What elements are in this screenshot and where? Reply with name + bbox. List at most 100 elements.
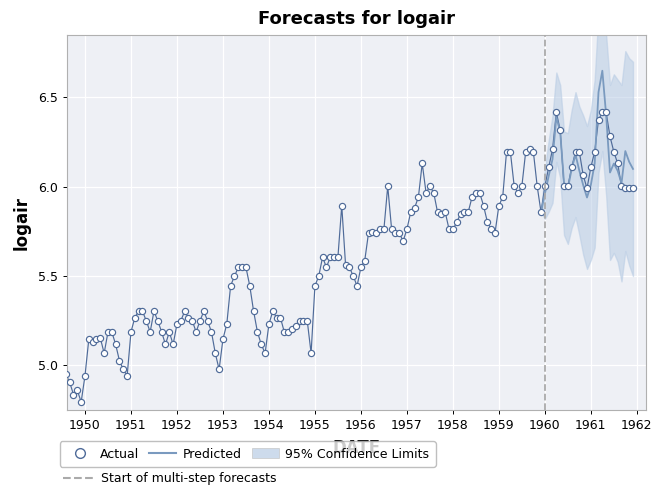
Point bbox=[581, 184, 592, 192]
Point bbox=[505, 148, 515, 156]
Point bbox=[589, 148, 600, 156]
Point bbox=[547, 146, 558, 154]
Point bbox=[513, 189, 523, 197]
Point bbox=[306, 349, 316, 357]
Point bbox=[129, 314, 140, 322]
Point bbox=[168, 340, 178, 348]
Point bbox=[520, 148, 531, 156]
Point bbox=[225, 282, 236, 290]
Point bbox=[574, 148, 585, 156]
Point bbox=[183, 314, 194, 322]
Point bbox=[363, 228, 374, 236]
Point bbox=[91, 335, 102, 343]
Point bbox=[528, 148, 539, 156]
Point bbox=[344, 264, 355, 272]
Point bbox=[240, 264, 251, 272]
Point bbox=[620, 184, 631, 192]
Point bbox=[517, 182, 527, 190]
Point bbox=[444, 226, 454, 234]
Point bbox=[279, 328, 290, 336]
Point bbox=[474, 189, 485, 197]
Point bbox=[378, 226, 389, 234]
Point bbox=[65, 378, 75, 386]
Point bbox=[386, 225, 397, 233]
Point bbox=[413, 193, 424, 201]
Point bbox=[535, 208, 546, 216]
Point bbox=[202, 317, 213, 325]
Point bbox=[524, 146, 535, 154]
Point bbox=[111, 340, 121, 348]
Point bbox=[356, 264, 366, 272]
Point bbox=[601, 108, 611, 116]
Point bbox=[314, 272, 324, 280]
Point bbox=[609, 148, 619, 156]
Point bbox=[175, 317, 186, 325]
Point bbox=[329, 253, 340, 261]
Point bbox=[198, 307, 209, 316]
Point bbox=[68, 390, 79, 398]
Point bbox=[206, 328, 217, 336]
Point bbox=[95, 334, 106, 342]
Point bbox=[555, 126, 565, 134]
Point bbox=[398, 237, 408, 245]
Point bbox=[37, 390, 48, 398]
Point bbox=[463, 208, 474, 216]
Point bbox=[424, 182, 435, 190]
Point bbox=[367, 228, 378, 235]
Point bbox=[456, 210, 466, 218]
Point bbox=[390, 228, 401, 236]
Point bbox=[605, 132, 615, 140]
Point bbox=[436, 210, 447, 218]
Point bbox=[543, 164, 554, 172]
Point bbox=[317, 253, 328, 261]
Point bbox=[627, 184, 638, 192]
Point bbox=[448, 226, 458, 234]
Point bbox=[286, 326, 297, 334]
Point bbox=[428, 189, 439, 197]
Point bbox=[87, 338, 98, 346]
Point bbox=[336, 202, 347, 209]
Point bbox=[409, 204, 420, 212]
Point bbox=[114, 357, 125, 365]
Point bbox=[566, 164, 577, 172]
Point bbox=[149, 307, 159, 316]
Point bbox=[551, 108, 561, 116]
Point bbox=[570, 148, 581, 156]
Point bbox=[153, 317, 163, 325]
Point bbox=[237, 264, 248, 272]
Point bbox=[459, 208, 470, 216]
Point bbox=[118, 366, 129, 374]
Point bbox=[126, 328, 137, 336]
Point bbox=[164, 328, 174, 336]
Point bbox=[532, 182, 543, 190]
Point bbox=[214, 366, 224, 374]
Point bbox=[275, 314, 286, 322]
Point bbox=[612, 160, 623, 168]
X-axis label: DATE: DATE bbox=[332, 439, 380, 457]
Point bbox=[99, 349, 109, 357]
Point bbox=[244, 282, 255, 290]
Point bbox=[248, 307, 259, 316]
Point bbox=[57, 372, 67, 380]
Point bbox=[578, 171, 589, 179]
Point bbox=[49, 364, 60, 372]
Point bbox=[406, 208, 416, 216]
Point bbox=[107, 328, 117, 336]
Point bbox=[137, 307, 148, 316]
Point bbox=[122, 372, 133, 380]
Y-axis label: logair: logair bbox=[13, 196, 31, 250]
Point bbox=[402, 226, 412, 234]
Point bbox=[233, 264, 244, 272]
Point bbox=[41, 378, 52, 386]
Point bbox=[478, 202, 489, 209]
Title: Forecasts for logair: Forecasts for logair bbox=[258, 10, 455, 28]
Point bbox=[133, 307, 144, 316]
Point bbox=[103, 328, 113, 336]
Point bbox=[593, 116, 604, 124]
Point bbox=[268, 307, 278, 316]
Point bbox=[194, 317, 205, 325]
Point bbox=[482, 218, 493, 226]
Point bbox=[53, 378, 63, 386]
Point bbox=[83, 335, 94, 343]
Point bbox=[585, 164, 596, 172]
